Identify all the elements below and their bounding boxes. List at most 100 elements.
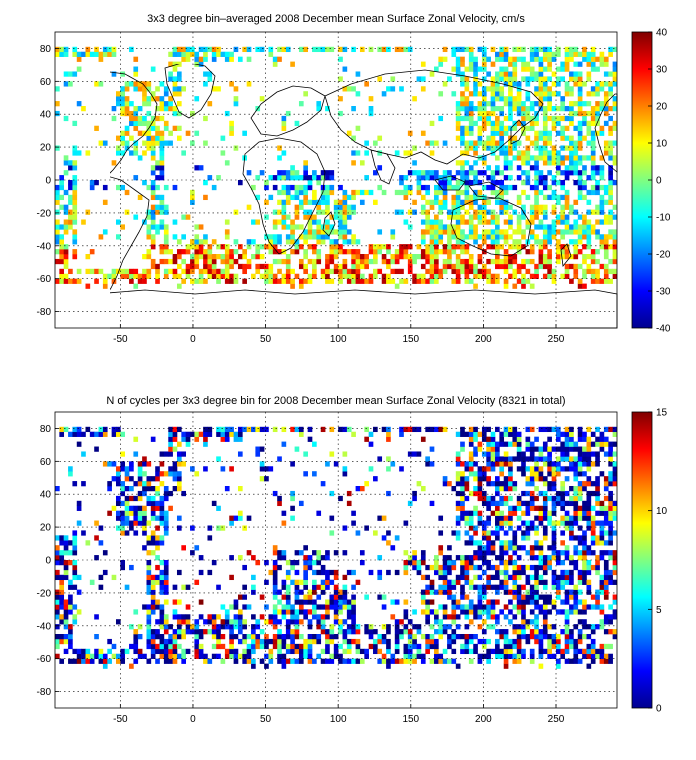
bin-cell [499, 555, 505, 561]
bin-cell [481, 569, 487, 576]
bin-cell [420, 653, 426, 659]
bin-cell [608, 520, 613, 526]
bin-cell [525, 446, 531, 452]
bin-cell [59, 184, 65, 191]
bin-cell [495, 584, 500, 590]
bin-cell [608, 643, 613, 650]
bin-cell [255, 219, 261, 225]
bin-cell [529, 214, 535, 220]
bin-cell [556, 431, 561, 437]
bin-cell [473, 120, 478, 127]
bin-cell [481, 91, 487, 97]
bin-cell [381, 594, 387, 600]
bin-cell [272, 490, 278, 497]
bin-cell [460, 495, 465, 502]
bin-cell [486, 515, 491, 521]
bin-cell [464, 461, 470, 467]
bin-cell [508, 466, 513, 472]
bin-cell [224, 249, 230, 255]
bin-cell [124, 96, 130, 102]
bin-cell [455, 244, 461, 250]
bin-cell [294, 224, 300, 230]
bin-cell [590, 61, 596, 67]
bin-cell [155, 574, 160, 581]
bin-cell [133, 115, 139, 122]
bin-cell [338, 643, 343, 650]
bin-cell [198, 629, 204, 635]
bin-cell [582, 648, 587, 655]
y-tick-label: 80 [40, 44, 52, 55]
bin-cell [582, 486, 587, 492]
bin-cell [451, 658, 457, 664]
bin-cell [146, 643, 152, 650]
bin-cell [564, 658, 570, 664]
bin-cell [495, 194, 500, 201]
bin-cell [81, 658, 86, 664]
bin-cell [538, 629, 544, 635]
bin-cell [464, 106, 470, 112]
bin-cell [133, 520, 139, 526]
bin-cell [325, 209, 330, 215]
bin-cell [490, 130, 496, 136]
bin-cell [608, 244, 613, 250]
bin-cell [320, 229, 326, 235]
bin-cell [176, 629, 182, 635]
bin-cell [538, 510, 544, 516]
bin-cell [55, 199, 60, 205]
bin-cell [542, 86, 548, 92]
bin-cell [333, 589, 339, 595]
bin-cell [72, 160, 78, 166]
bin-cell [181, 278, 186, 284]
bin-cell [268, 244, 274, 250]
bin-cell [512, 569, 518, 576]
bin-cell [420, 594, 426, 600]
bin-cell [346, 638, 352, 645]
bin-cell [159, 510, 165, 516]
bin-cell [377, 555, 383, 561]
bin-cell [342, 574, 348, 581]
bin-cell [172, 46, 178, 53]
bin-cell [464, 495, 470, 502]
bin-cell [547, 486, 552, 492]
bin-cell [403, 244, 409, 250]
bin-cell [595, 209, 600, 215]
bin-cell [603, 71, 609, 77]
bin-cell [564, 589, 570, 595]
bin-cell [185, 130, 191, 136]
bin-cell [403, 609, 409, 615]
bin-cell [63, 574, 69, 581]
bin-cell [547, 520, 552, 526]
bin-cell [172, 91, 178, 97]
bin-cell [569, 135, 574, 141]
bin-cell [129, 495, 134, 502]
bin-cell [521, 624, 526, 630]
bin-cell [98, 574, 104, 581]
bin-cell [107, 46, 112, 53]
bin-cell [538, 476, 544, 482]
bin-cell [560, 160, 566, 166]
bin-cell [547, 451, 552, 457]
bin-cell [281, 653, 287, 659]
bin-cell [577, 101, 583, 107]
bin-cell [573, 520, 579, 526]
bin-cell [521, 214, 526, 220]
bin-cell [233, 515, 239, 521]
bin-cell [150, 165, 156, 171]
bin-cell [529, 56, 535, 62]
bin-cell [586, 71, 592, 77]
bin-cell [464, 574, 470, 581]
bin-cell [438, 574, 444, 581]
bin-cell [155, 268, 160, 275]
bin-cell [538, 56, 544, 62]
bin-cell [129, 505, 134, 511]
bin-cell [486, 135, 491, 141]
bin-cell [586, 624, 592, 630]
bin-cell [542, 91, 548, 97]
bin-cell [542, 609, 548, 615]
bin-cell [137, 476, 143, 482]
bin-cell [460, 515, 465, 521]
bin-cell [447, 258, 452, 265]
bin-cell [76, 520, 82, 526]
bin-cell [137, 634, 143, 640]
